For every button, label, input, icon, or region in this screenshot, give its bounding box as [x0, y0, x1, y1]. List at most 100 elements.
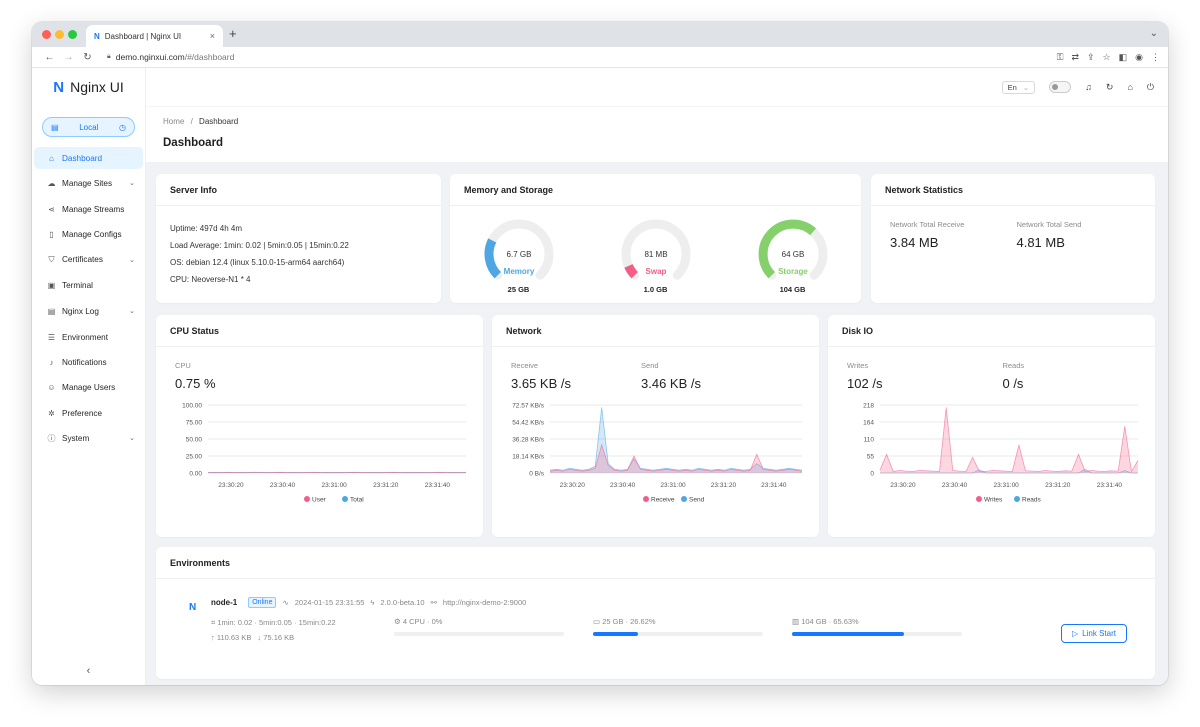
series-line-send [549, 407, 803, 471]
link-start-button[interactable]: ▷ Link Start [1061, 624, 1127, 643]
card-title: CPU Status [156, 315, 483, 347]
x-tick-label: 23:31:00 [994, 482, 1020, 489]
legend-marker-user [304, 496, 310, 502]
sidebar-item-nginx-log[interactable]: ▤ Nginx Log ⌄ [34, 300, 143, 322]
send-icon: ▷ [1072, 629, 1079, 638]
environments-card: Environments N node-1 Online ∿ 2024-01-1… [156, 547, 1155, 679]
node-name[interactable]: node-1 [211, 598, 238, 607]
sidebar-item-terminal[interactable]: ▣ Terminal [34, 275, 143, 297]
bell-icon[interactable]: ♫ [1085, 82, 1092, 92]
node-memory: 25 GB · 26.62% [602, 617, 656, 626]
x-tick-label: 23:31:40 [761, 482, 787, 489]
sidebar-item-label: Manage Configs [62, 230, 122, 240]
logout-icon[interactable]: ⏻ [1146, 81, 1154, 92]
sidepanel-icon[interactable]: ◧ [1118, 51, 1128, 62]
maximize-window-button[interactable] [68, 30, 77, 39]
sidebar-item-system[interactable]: ⓘ System ⌄ [34, 427, 143, 449]
url-field[interactable]: 🔒︎ demo.nginxui.com/#/dashboard [107, 52, 234, 62]
url-path: /#/dashboard [184, 52, 235, 62]
star-icon[interactable]: ☆ [1102, 51, 1111, 62]
profile-icon[interactable]: ◉ [1135, 51, 1143, 62]
y-tick-label: 0 [870, 471, 874, 478]
refresh-icon[interactable]: ↻ [1105, 81, 1114, 92]
browser-window: N Dashboard | Nginx UI × + ⌄ ← → ↻ 🔒︎ de… [32, 22, 1168, 685]
gauge-total: 104 GB [779, 285, 806, 294]
back-button[interactable]: ← [44, 51, 55, 63]
y-tick-label: 18.14 KB/s [512, 454, 545, 461]
server-info-card: Server Info Uptime: 497d 4h 4m Load Aver… [156, 174, 441, 303]
sidebar-item-dashboard[interactable]: ⌂ Dashboard [34, 147, 143, 169]
node-url[interactable]: http://nginx-demo-2:9000 [442, 598, 527, 607]
series-line-receive [549, 443, 803, 472]
sidebar-item-manage-configs[interactable]: ▯ Manage Configs [34, 224, 143, 246]
network-card: Network Receive 3.65 KB /s Send 3.46 KB … [492, 315, 819, 537]
share-icon[interactable]: ⇪ [1087, 51, 1095, 62]
app: N Nginx UI ▤ Local ◷ ⌂ Dashboard ☁ Manage S… [32, 68, 1168, 685]
gauge-label: Swap [645, 267, 666, 276]
y-tick-label: 218 [863, 403, 874, 410]
y-tick-label: 72.57 KB/s [512, 403, 545, 410]
minimize-window-button[interactable] [55, 30, 64, 39]
legend-label-reads: Reads [1022, 497, 1042, 504]
tab-search-icon[interactable]: ⌄ [1149, 28, 1158, 39]
theme-toggle[interactable] [1049, 81, 1072, 93]
chevron-down-icon: ⌄ [1022, 82, 1030, 92]
cloud-icon: ☁ [47, 178, 56, 188]
network-chart: 72.57 KB/s 54.42 KB/s 36.28 KB/s 18.14 KB/s… [512, 403, 803, 504]
x-tick-label: 23:30:40 [610, 482, 636, 489]
writes-rate: 102 /s [847, 376, 882, 391]
sidebar: N Nginx UI ▤ Local ◷ ⌂ Dashboard ☁ Manage S… [32, 68, 146, 685]
memory-icon: ▭ [593, 617, 601, 626]
sidebar-item-manage-users[interactable]: ☺ Manage Users [34, 377, 143, 399]
receive-label: Receive [511, 361, 539, 370]
cpu-value: 0.75 % [175, 376, 464, 391]
environment-selector[interactable]: ▤ Local ◷ [42, 117, 135, 137]
legend-marker-receive [643, 496, 649, 502]
language-select[interactable]: En ⌄ [1001, 80, 1036, 94]
send-rate-number: 3.46 KB [641, 376, 688, 391]
page-title: Dashboard [163, 137, 224, 149]
y-tick-label: 54.42 KB/s [512, 420, 545, 427]
reads-rate-unit: /s [1013, 376, 1024, 391]
sidebar-item-certificates[interactable]: ⛉ Certificates ⌄ [34, 249, 143, 271]
log-icon: ▤ [47, 306, 56, 316]
x-tick-label: 23:30:20 [890, 482, 916, 489]
app-logo[interactable]: N Nginx UI [32, 68, 145, 106]
sidebar-item-preference[interactable]: ✲ Preference [34, 402, 143, 424]
cpu-chart: 100.00 75.00 50.00 25.00 0.00 23:30:20 23:30:4… [182, 403, 467, 504]
cpu-value-unit: % [203, 376, 216, 391]
close-tab-icon[interactable]: × [209, 31, 215, 41]
forward-button[interactable]: → [63, 51, 74, 63]
breadcrumb-home[interactable]: Home [163, 117, 185, 126]
series-area-writes [880, 407, 1138, 473]
breadcrumb-current: Dashboard [199, 117, 239, 126]
close-window-button[interactable] [42, 30, 51, 39]
sidebar-item-notifications[interactable]: ♪ Notifications [34, 351, 143, 373]
node-cpu: 4 CPU · 0% [402, 617, 443, 626]
cpu-label: CPU [175, 361, 191, 370]
sidebar-item-environment[interactable]: ☰ Environment [34, 326, 143, 348]
total-send-value: 4.81 MB [1016, 235, 1065, 250]
legend-label-receive: Receive [651, 497, 675, 504]
translate-icon[interactable]: ⇄ [1071, 51, 1079, 62]
x-tick-label: 23:30:20 [560, 482, 586, 489]
new-tab-button[interactable]: + [229, 26, 237, 41]
gauge-total: 25 GB [507, 285, 530, 294]
send-label: Send [641, 361, 659, 370]
sidebar-item-manage-streams[interactable]: ⋖ Manage Streams [34, 198, 143, 220]
key-icon[interactable]: ⚿ [1056, 51, 1064, 62]
gauge-ring: 6.7 GB Memory [484, 219, 553, 280]
legend-marker-send [681, 496, 687, 502]
browser-tab[interactable]: N Dashboard | Nginx UI × [86, 25, 223, 47]
sidebar-item-label: Dashboard [62, 153, 103, 163]
card-title: Disk IO [828, 315, 1155, 347]
more-icon[interactable]: ⋮ [1151, 51, 1160, 62]
gauge-swap: 81 MB Swap 1.0 GB [611, 216, 701, 294]
home-icon[interactable]: ⌂ [1127, 82, 1133, 92]
reads-rate-number: 0 [1002, 376, 1010, 391]
reload-button[interactable]: ↻ [83, 51, 92, 63]
sidebar-item-manage-sites[interactable]: ☁ Manage Sites ⌄ [34, 172, 143, 194]
collapse-sidebar-icon[interactable]: ‹ [86, 665, 91, 677]
disk-progress-fill [792, 632, 904, 636]
sidebar-item-label: Notifications [62, 357, 107, 367]
